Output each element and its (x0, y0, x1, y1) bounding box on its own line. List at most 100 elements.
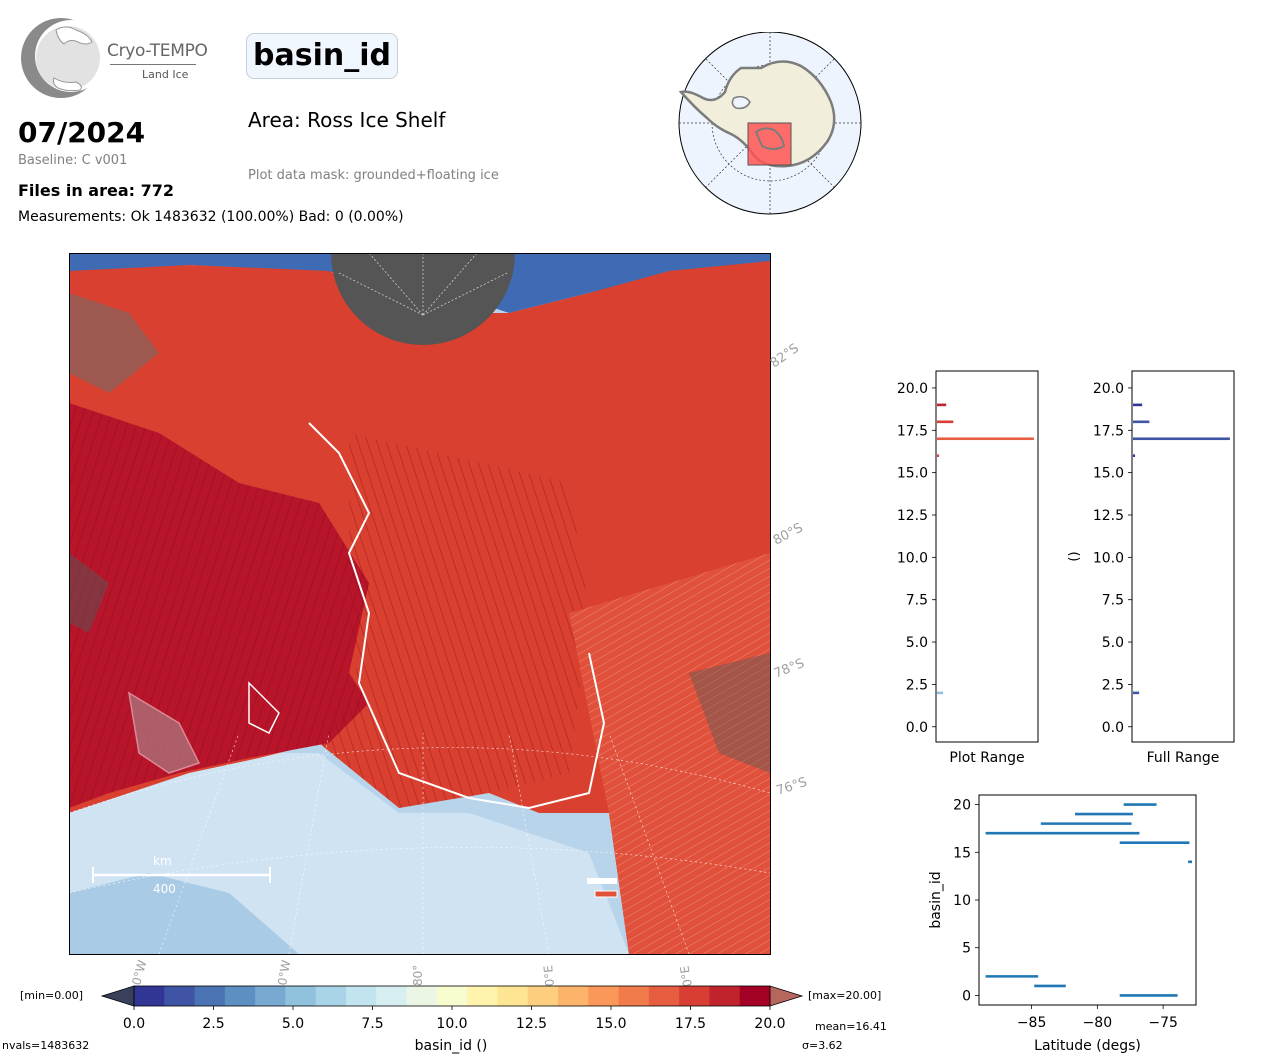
hist-ytick-label: 17.5 (897, 423, 928, 439)
hist-frame (935, 370, 1039, 743)
colorbar-label: basin_id () (415, 1038, 488, 1054)
lat-label: 82°S (770, 341, 802, 371)
colorbar-min-label: [min=0.00] (20, 989, 83, 1002)
colorbar-swatch (588, 986, 620, 1006)
hist-bar (937, 691, 944, 695)
colorbar-tick-label: 0.0 (123, 1016, 145, 1032)
stat-sigma: σ=3.62 (802, 1039, 843, 1052)
colorbar-swatch (406, 986, 438, 1006)
logo-title: Cryo-TEMPO (107, 41, 208, 61)
files-count: Files in area: 772 (18, 181, 174, 200)
colorbar-tick-label: 2.5 (202, 1016, 224, 1032)
hist-ytick-label: 7.5 (1102, 593, 1124, 609)
lat-label: 76°S (775, 775, 809, 799)
colorbar-swatch (679, 986, 710, 1006)
hist-ytick-label: 0.0 (906, 720, 928, 736)
hist-bar (937, 420, 954, 424)
hist-ytick-label: 17.5 (1093, 423, 1124, 439)
scatter-ytick-label: 15 (953, 845, 971, 861)
mask-text: Plot data mask: grounded+floating ice (248, 168, 499, 183)
colorbar-tick-label: 17.5 (675, 1016, 706, 1032)
lon-label: 0°W (129, 958, 149, 986)
colorbar-swatch (346, 986, 377, 1006)
lat-label: 78°S (772, 656, 807, 682)
scatter-ytick-label: 20 (953, 798, 971, 814)
colorbar-swatch (285, 986, 317, 1006)
hist-ytick-label: 15.0 (897, 466, 928, 482)
colorbar-tick-label: 15.0 (595, 1016, 626, 1032)
scatter-xtick-label: −80 (1083, 1015, 1113, 1031)
hist-bar (937, 437, 1034, 441)
hist-ylabel: () (1067, 551, 1082, 561)
colorbar-swatch (224, 986, 256, 1006)
hist-bar (1133, 691, 1140, 695)
hist-bar (1133, 454, 1136, 458)
colorbar-swatch (648, 986, 680, 1006)
logo-subtitle: Land Ice (142, 68, 189, 81)
colorbar-tick-label: 20.0 (754, 1016, 785, 1032)
colorbar-swatch (376, 986, 408, 1006)
hist-ytick-label: 2.5 (906, 677, 928, 693)
hist-ytick-label: 10.0 (1093, 550, 1124, 566)
hist-bar (1133, 420, 1150, 424)
colorbar-swatch (315, 986, 347, 1006)
lat-labels: 82°S 80°S 78°S 76°S (770, 341, 809, 799)
colorbar-tick-label: 12.5 (516, 1016, 547, 1032)
hist-ytick-label: 0.0 (1102, 720, 1124, 736)
scatter-ylabel: basin_id (928, 871, 944, 928)
hist-bar (1133, 403, 1143, 407)
colorbar-tick-label: 10.0 (436, 1016, 467, 1032)
hist-ytick-label: 5.0 (1102, 635, 1124, 651)
hist-ytick-label: 15.0 (1093, 466, 1124, 482)
hist-frame (1131, 370, 1235, 743)
date-title: 07/2024 (18, 116, 146, 149)
colorbar-tick-label: 5.0 (282, 1016, 304, 1032)
hist-xlabel: Full Range (1147, 750, 1220, 766)
scatter-ytick-label: 0 (962, 988, 971, 1004)
colorbar: [min=0.00] [max=20.00] 0.0 2.5 5.0 7.5 10.0 1… (20, 985, 881, 1054)
hist-ytick-label: 2.5 (1102, 677, 1124, 693)
lon-label: 0°E (541, 965, 557, 987)
colorbar-swatch (467, 986, 498, 1006)
stat-mean: mean=16.41 (815, 1020, 887, 1033)
variable-name-badge: basin_id (246, 33, 398, 79)
colorbar-max-label: [max=20.00] (808, 989, 881, 1002)
lon-label: 0°W (275, 959, 293, 987)
scatter-xtick-label: −85 (1017, 1015, 1047, 1031)
colorbar-swatch (618, 986, 650, 1006)
cryotempo-logo-icon (21, 18, 106, 98)
hist-xlabel: Plot Range (949, 750, 1024, 766)
hist-ytick-label: 12.5 (897, 508, 928, 524)
colorbar-swatch (255, 986, 286, 1006)
lat-label: 80°S (771, 521, 806, 549)
hist-bar (937, 454, 940, 458)
logo-divider (110, 64, 196, 65)
histogram-plot-range: 0.0 2.5 5.0 7.5 10.0 12.5 15.0 17.5 20.0 Plot Ran… (897, 370, 1039, 766)
colorbar-swatch (194, 986, 226, 1006)
lon-labels: 0°W 0°W 80° 0°E 0°E (129, 958, 695, 988)
scale-unit: km (153, 854, 172, 868)
colorbar-tick-label: 7.5 (361, 1016, 383, 1032)
histogram-full-range: 0.0 2.5 5.0 7.5 10.0 12.5 15.0 17.5 20.0 Full Ran… (1067, 370, 1235, 766)
measurements-text: Measurements: Ok 1483632 (100.00%) Bad: … (18, 209, 404, 225)
scatter-xtick-label: −75 (1148, 1015, 1178, 1031)
lon-label: 0°E (677, 965, 694, 988)
hist-bar (1133, 437, 1230, 441)
colorbar-swatch (497, 986, 529, 1006)
antarctica-locator-map (678, 32, 862, 215)
lon-label: 80° (411, 965, 425, 986)
hist-ytick-label: 10.0 (897, 550, 928, 566)
colorbar-swatch (527, 986, 559, 1006)
colorbar-swatch (134, 986, 165, 1006)
scatter-ytick-label: 10 (953, 893, 971, 909)
colorbar-swatch (558, 986, 589, 1006)
stat-nvals: nvals=1483632 (2, 1039, 90, 1052)
colorbar-swatch (164, 986, 196, 1006)
main-map: km 400 (69, 253, 771, 955)
hist-bar (937, 403, 947, 407)
hist-ytick-label: 7.5 (906, 593, 928, 609)
area-title: Area: Ross Ice Shelf (248, 108, 446, 132)
baseline-text: Baseline: C v001 (18, 153, 128, 168)
hist-ytick-label: 20.0 (1093, 381, 1124, 397)
basin-latitude-scatter: 0 5 10 15 20 −85 −80 −75 Latitude (degs) basin_id (928, 794, 1197, 1054)
